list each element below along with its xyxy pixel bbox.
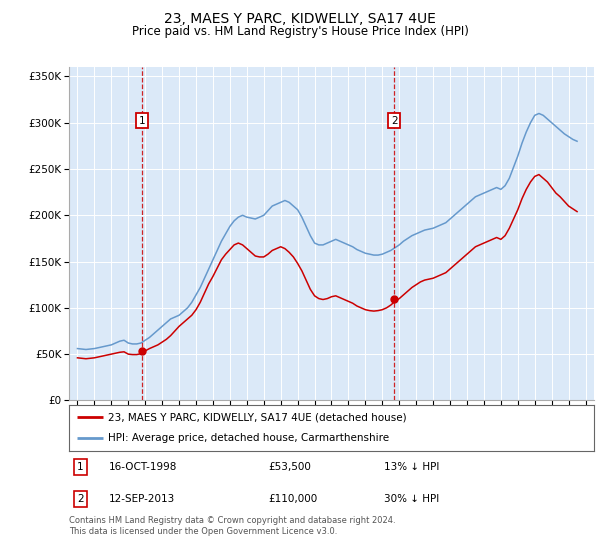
Text: Contains HM Land Registry data © Crown copyright and database right 2024.
This d: Contains HM Land Registry data © Crown c…	[69, 516, 395, 536]
Text: HPI: Average price, detached house, Carmarthenshire: HPI: Average price, detached house, Carm…	[109, 433, 389, 444]
Text: 12-SEP-2013: 12-SEP-2013	[109, 494, 175, 504]
Text: 23, MAES Y PARC, KIDWELLY, SA17 4UE (detached house): 23, MAES Y PARC, KIDWELLY, SA17 4UE (det…	[109, 412, 407, 422]
Text: 16-OCT-1998: 16-OCT-1998	[109, 462, 177, 472]
Text: £110,000: £110,000	[269, 494, 318, 504]
Text: Price paid vs. HM Land Registry's House Price Index (HPI): Price paid vs. HM Land Registry's House …	[131, 25, 469, 38]
Text: 2: 2	[77, 494, 84, 504]
Text: £53,500: £53,500	[269, 462, 311, 472]
Text: 2: 2	[391, 116, 398, 126]
Text: 30% ↓ HPI: 30% ↓ HPI	[384, 494, 439, 504]
Text: 1: 1	[77, 462, 84, 472]
Text: 13% ↓ HPI: 13% ↓ HPI	[384, 462, 439, 472]
Text: 23, MAES Y PARC, KIDWELLY, SA17 4UE: 23, MAES Y PARC, KIDWELLY, SA17 4UE	[164, 12, 436, 26]
Text: 1: 1	[139, 116, 145, 126]
